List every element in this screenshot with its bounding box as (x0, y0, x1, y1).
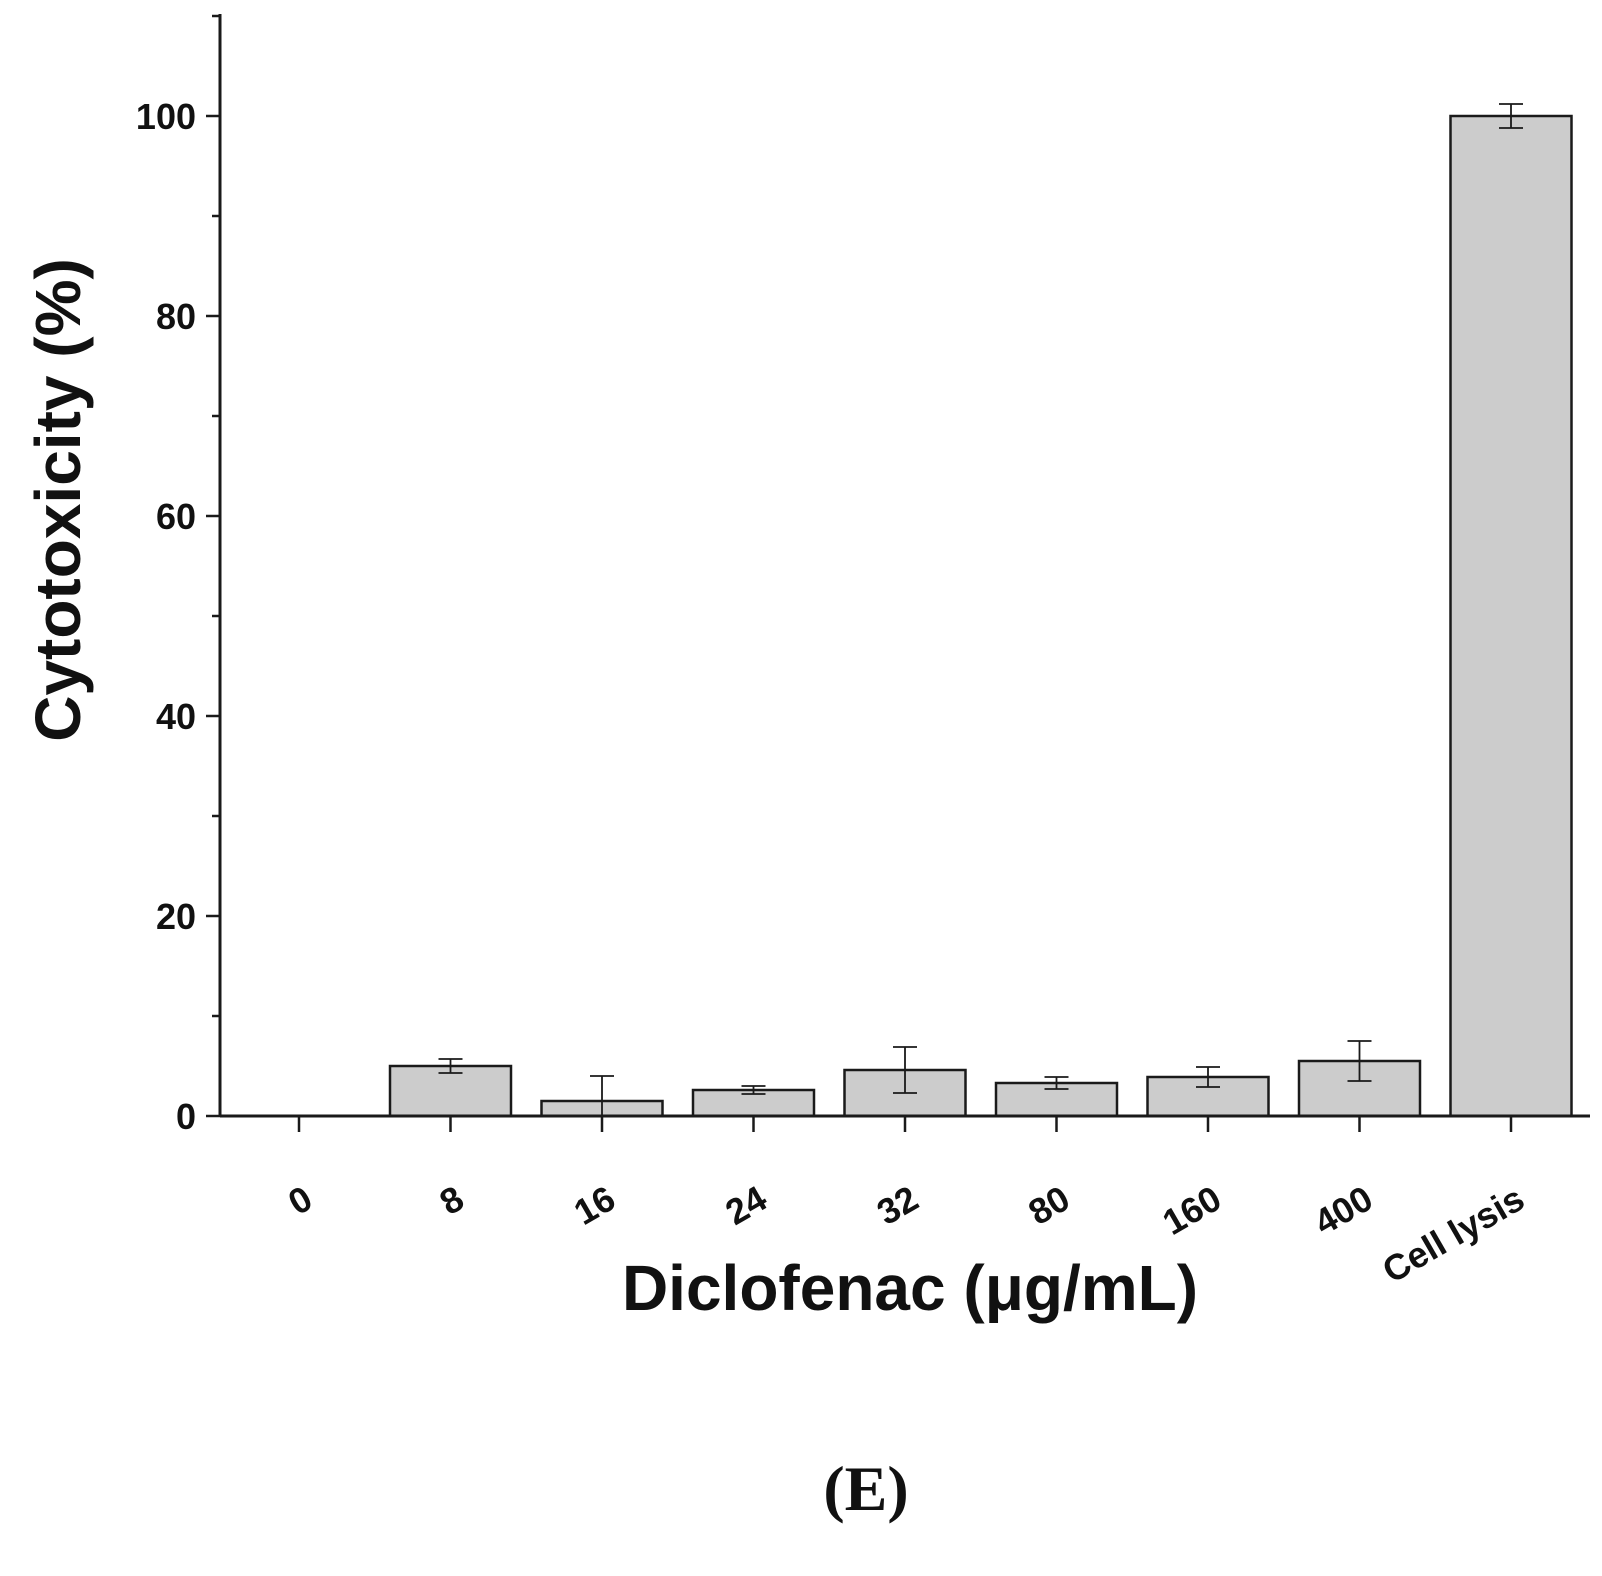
x-tick-label: 400 (1307, 1177, 1380, 1243)
x-tick-label: 8 (433, 1177, 471, 1223)
x-axis-title: Diclofenac (μg/mL) (622, 1252, 1198, 1324)
error-bar-32 (893, 1046, 917, 1094)
bar-8 (388, 1064, 513, 1118)
y-tick-label: 20 (156, 896, 196, 937)
y-tick-label: 80 (156, 296, 196, 337)
x-tick-label: 24 (718, 1177, 773, 1233)
error-bar-cell-lysis (1499, 103, 1523, 129)
y-tick-label: 0 (176, 1096, 196, 1137)
y-tick-label: 60 (156, 496, 196, 537)
y-axis-title: Cytotoxicity (%) (22, 258, 94, 742)
bars-layer (388, 103, 1573, 1118)
y-tick-label: 40 (156, 696, 196, 737)
axes-layer (206, 14, 1590, 1132)
error-bar-400 (1347, 1040, 1372, 1082)
x-tick-label: 16 (567, 1177, 622, 1233)
x-tick-label: 0 (281, 1177, 319, 1223)
error-bar-8 (438, 1058, 463, 1074)
x-tick-label: 32 (870, 1177, 925, 1233)
bar-cell-lysis (1449, 114, 1573, 1118)
error-bar-24 (741, 1085, 766, 1095)
error-bar-80 (1044, 1076, 1069, 1090)
x-tick-label: 80 (1021, 1177, 1076, 1233)
x-tick-label: 160 (1155, 1177, 1228, 1243)
panel-label: (E) (823, 1453, 908, 1524)
x-tick-label: Cell lysis (1375, 1177, 1531, 1291)
y-tick-label: 100 (136, 96, 196, 137)
error-bar-160 (1196, 1066, 1220, 1088)
